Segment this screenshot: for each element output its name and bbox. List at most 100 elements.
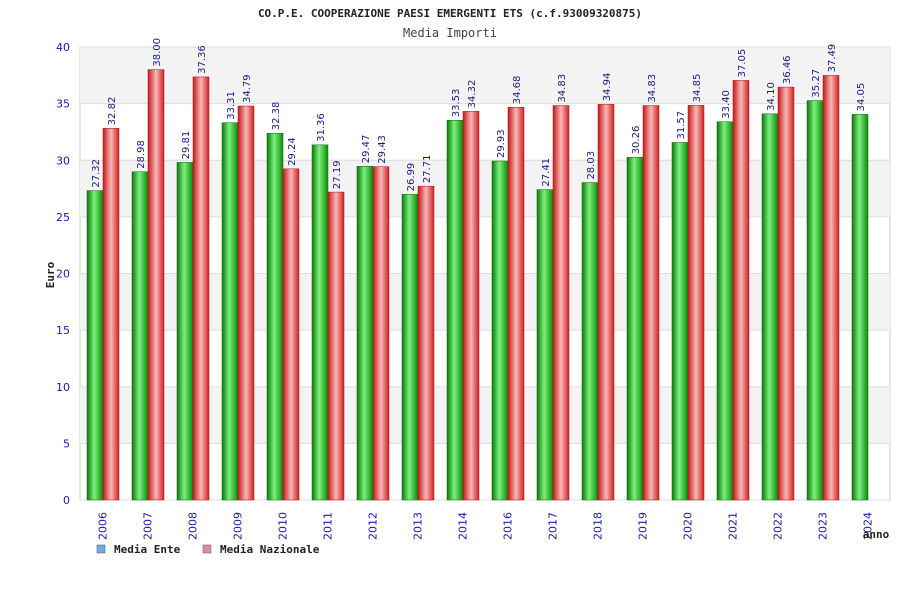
bar-media-ente-2013 — [401, 194, 419, 501]
bar-media-nazionale-2019 — [642, 105, 660, 501]
y-tick-label: 20 — [56, 268, 70, 281]
bar-media-nazionale-2013 — [417, 185, 435, 501]
grid-lines — [80, 46, 890, 501]
x-tick-label: 2011 — [322, 512, 335, 540]
y-tick-label: 25 — [56, 211, 70, 224]
data-label: 28.98 — [136, 140, 147, 169]
bar-media-nazionale-2014 — [462, 111, 480, 501]
x-tick-label: 2008 — [187, 512, 200, 540]
data-label: 34.83 — [557, 74, 568, 103]
data-label: 31.57 — [676, 111, 687, 140]
data-label: 29.24 — [287, 137, 298, 166]
bar-media-nazionale-2020 — [687, 105, 705, 501]
grid-band — [80, 47, 890, 104]
data-label: 29.81 — [181, 131, 192, 160]
bar-media-nazionale-2022 — [777, 86, 795, 501]
bar-media-ente-2014 — [446, 120, 464, 501]
legend-swatch — [202, 544, 212, 554]
bar-media-ente-2018 — [581, 182, 599, 501]
data-label: 29.47 — [361, 135, 372, 164]
x-tick-label: 2006 — [97, 512, 110, 540]
bar-media-ente-2008 — [176, 162, 194, 501]
data-label: 29.93 — [496, 129, 507, 158]
bar-media-ente-2024 — [851, 114, 869, 501]
x-tick-label: 2021 — [727, 512, 740, 540]
data-label: 34.79 — [242, 74, 253, 103]
bar-media-ente-2019 — [626, 157, 644, 501]
data-label: 33.53 — [451, 89, 462, 118]
data-label: 36.46 — [782, 55, 793, 84]
x-tick-label: 2010 — [277, 512, 290, 540]
bar-media-ente-2011 — [311, 144, 329, 501]
bar-media-nazionale-2011 — [327, 191, 345, 501]
data-label: 32.38 — [271, 102, 282, 131]
data-label: 29.43 — [377, 135, 388, 164]
x-tick-label: 2012 — [367, 512, 380, 540]
x-tick-label: 2016 — [502, 512, 515, 540]
bar-media-nazionale-2023 — [822, 75, 840, 501]
data-label: 37.05 — [737, 49, 748, 78]
data-label: 31.36 — [316, 113, 327, 142]
data-label: 30.26 — [631, 126, 642, 155]
data-label: 34.32 — [467, 80, 478, 109]
data-label: 33.31 — [226, 91, 237, 120]
data-label: 37.49 — [827, 44, 838, 73]
x-tick-label: 2023 — [817, 512, 830, 540]
x-tick-label: 2013 — [412, 512, 425, 540]
data-label: 37.36 — [197, 45, 208, 74]
x-tick-label: 2009 — [232, 512, 245, 540]
x-tick-label: 2018 — [592, 512, 605, 540]
y-tick-label: 5 — [63, 437, 70, 450]
grid-band — [80, 160, 890, 217]
grid-band — [80, 273, 890, 331]
bar-media-ente-2022 — [761, 113, 779, 501]
data-label: 27.19 — [332, 160, 343, 189]
bar-media-nazionale-2012 — [372, 166, 390, 501]
data-label: 34.05 — [856, 83, 867, 112]
bar-media-nazionale-2008 — [192, 76, 210, 501]
bar-media-nazionale-2009 — [237, 105, 255, 501]
data-label: 27.32 — [91, 159, 102, 188]
bar-media-ente-2020 — [671, 142, 689, 501]
bar-media-ente-2007 — [131, 171, 149, 501]
bar-media-ente-2017 — [536, 189, 554, 501]
legend-label: Media Nazionale — [220, 543, 320, 556]
bar-media-nazionale-2006 — [102, 128, 120, 501]
bar-media-nazionale-2017 — [552, 105, 570, 501]
bar-media-ente-2009 — [221, 122, 239, 501]
data-label: 26.99 — [406, 163, 417, 192]
bar-media-ente-2012 — [356, 166, 374, 501]
bar-media-nazionale-2021 — [732, 80, 750, 501]
chart-subtitle: Media Importi — [403, 26, 497, 40]
data-label: 33.40 — [721, 90, 732, 119]
y-tick-label: 0 — [63, 494, 70, 507]
bar-media-nazionale-2016 — [507, 106, 525, 501]
legend: Media Ente Media Nazionale — [96, 543, 320, 556]
data-label: 34.83 — [647, 74, 658, 103]
data-label: 35.27 — [811, 69, 822, 98]
x-tick-label: 2017 — [547, 512, 560, 540]
x-tick-label: 2014 — [457, 512, 470, 540]
x-tick-label: 2007 — [142, 512, 155, 540]
data-label: 27.71 — [422, 155, 433, 184]
bar-media-ente-2023 — [806, 100, 824, 501]
grid-band — [80, 386, 890, 444]
bar-media-ente-2021 — [716, 121, 734, 501]
data-label: 34.85 — [692, 74, 703, 103]
y-tick-label: 15 — [56, 324, 70, 337]
data-label: 28.03 — [586, 151, 597, 180]
bar-media-nazionale-2010 — [282, 168, 300, 501]
bar-media-nazionale-2018 — [597, 104, 615, 501]
data-labels: 27.32 32.82 28.98 38.00 29.81 37.36 33.31 34.79… — [91, 38, 867, 191]
chart-title: CO.P.E. COOPERAZIONE PAESI EMERGENTI ETS… — [258, 7, 642, 20]
data-label: 27.41 — [541, 158, 552, 187]
y-axis-label: Euro — [44, 261, 57, 288]
y-axis-ticks: 0 5 10 15 20 25 30 35 40 — [56, 41, 70, 507]
y-tick-label: 30 — [56, 154, 70, 167]
data-label: 34.10 — [766, 82, 777, 111]
x-tick-label: 2022 — [772, 512, 785, 540]
bar-media-ente-2010 — [266, 133, 284, 501]
x-axis-label: anno — [863, 528, 890, 541]
x-axis-ticks: 2006 2007 2008 2009 2010 2011 2012 2013 2014 2016… — [97, 512, 875, 540]
